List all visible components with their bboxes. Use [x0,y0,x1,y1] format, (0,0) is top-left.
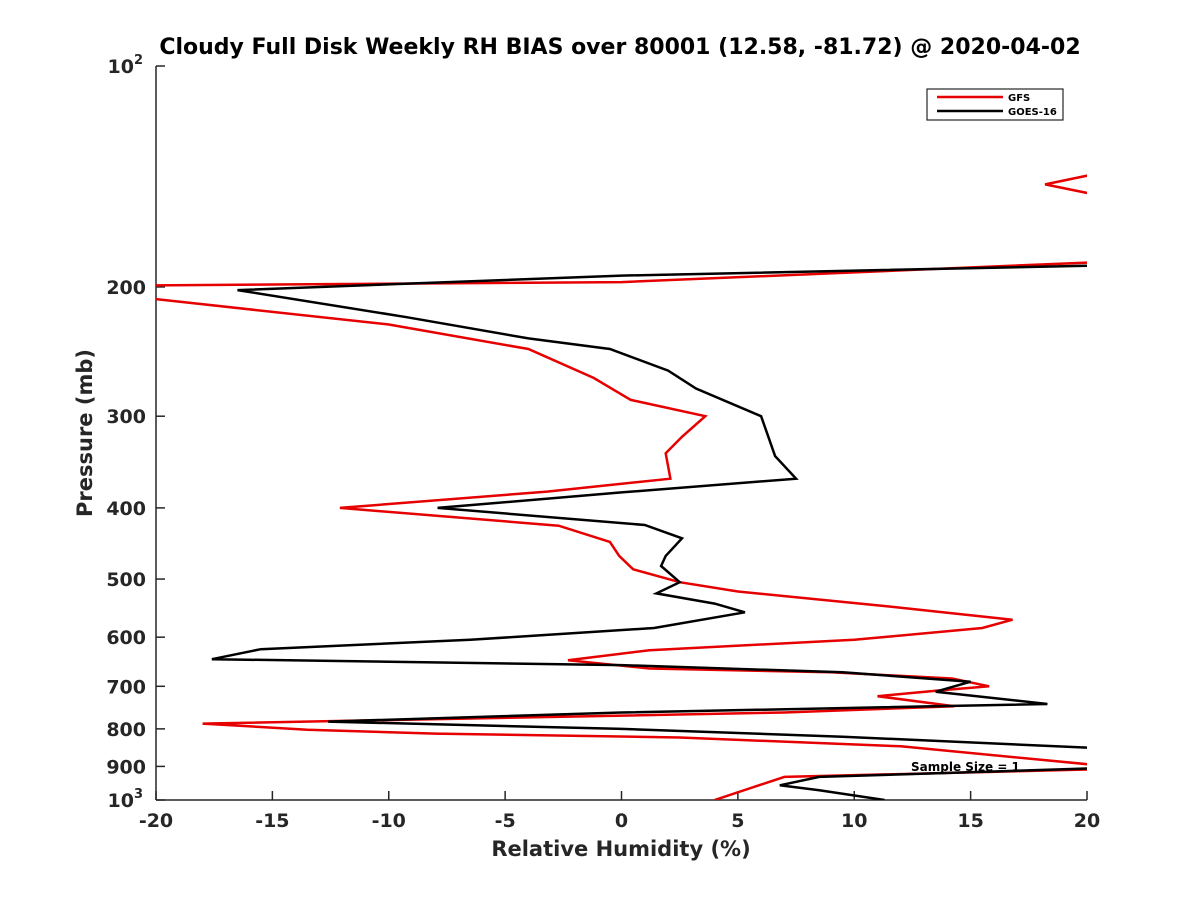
sample-size-annotation: Sample Size = 1 [911,760,1020,774]
series-line-gfs [156,174,1087,800]
x-tick-label: -10 [372,810,406,832]
legend-label-gfs: GFS [1008,93,1030,104]
legend: GFS GOES-16 [926,88,1064,121]
y-tick-label: 600 [106,627,146,649]
chart-title: Cloudy Full Disk Weekly RH BIAS over 800… [159,35,1080,60]
x-tick-label: 0 [615,810,628,832]
legend-box [926,88,1064,121]
y-axis-label: Pressure (mb) [73,349,97,517]
x-tick-label: -15 [255,810,289,832]
series-line-goes-16 [211,264,1087,800]
x-tick-label: 15 [957,810,983,832]
x-tick-label: 20 [1074,810,1100,832]
y-tick-exponent: 2 [134,53,143,68]
y-tick-label: 300 [106,406,146,428]
y-tick-label: 700 [106,676,146,698]
y-tick-label: 900 [106,756,146,778]
legend-label-goes-16: GOES-16 [1008,107,1057,118]
x-ticks: -20 -15 -10 -5 0 5 10 15 20 [139,791,1100,832]
x-axis-label: Relative Humidity (%) [491,837,750,861]
y-tick-label: 10 [108,790,134,812]
y-tick-label: 10 [108,56,134,78]
series-layer [156,174,1087,800]
y-tick-label: 400 [106,498,146,520]
y-tick-label: 500 [106,569,146,591]
x-tick-label: -20 [139,810,173,832]
x-tick-label: -5 [495,810,516,832]
x-tick-label: 10 [841,810,867,832]
y-tick-exponent: 3 [134,787,143,802]
y-tick-label: 800 [106,719,146,741]
x-tick-label: 5 [731,810,744,832]
y-tick-label: 200 [106,277,146,299]
